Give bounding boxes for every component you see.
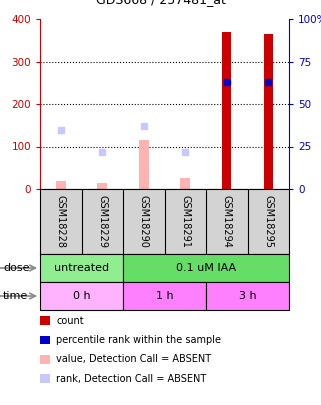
- Bar: [123, 254, 289, 282]
- Bar: [123, 282, 206, 310]
- Bar: [222, 32, 231, 189]
- Text: 1 h: 1 h: [156, 291, 173, 301]
- Bar: [40, 254, 123, 282]
- Bar: [56, 181, 66, 189]
- Bar: [264, 34, 273, 189]
- Text: 3 h: 3 h: [239, 291, 256, 301]
- Text: GSM18291: GSM18291: [180, 195, 190, 248]
- Text: GSM18229: GSM18229: [97, 195, 107, 248]
- Bar: [139, 140, 149, 189]
- Text: dose: dose: [3, 263, 30, 273]
- Text: untreated: untreated: [54, 263, 109, 273]
- Text: GSM18294: GSM18294: [222, 195, 232, 248]
- Text: 0 h: 0 h: [73, 291, 90, 301]
- Text: rank, Detection Call = ABSENT: rank, Detection Call = ABSENT: [56, 374, 206, 384]
- Text: 0.1 uM IAA: 0.1 uM IAA: [176, 263, 236, 273]
- Text: GSM18290: GSM18290: [139, 195, 149, 248]
- Text: percentile rank within the sample: percentile rank within the sample: [56, 335, 221, 345]
- Text: value, Detection Call = ABSENT: value, Detection Call = ABSENT: [56, 354, 211, 364]
- Bar: [206, 282, 289, 310]
- Text: GDS668 / 257481_at: GDS668 / 257481_at: [96, 0, 225, 6]
- Bar: [40, 282, 123, 310]
- Text: count: count: [56, 315, 84, 326]
- Text: GSM18295: GSM18295: [263, 195, 273, 248]
- Text: GSM18228: GSM18228: [56, 195, 66, 248]
- Bar: [180, 178, 190, 189]
- Bar: [97, 183, 108, 189]
- Text: time: time: [3, 291, 29, 301]
